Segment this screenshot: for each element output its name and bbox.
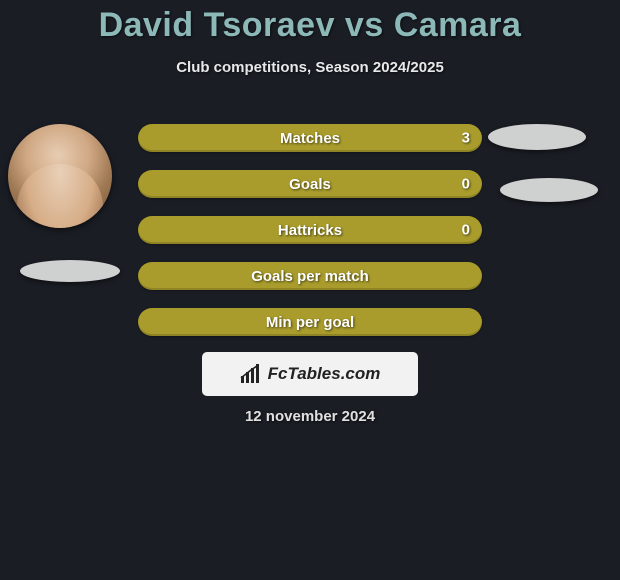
stats-container: Matches 3 Goals 0 Hattricks 0 Goals per … xyxy=(138,124,482,336)
avatar-shadow-right-1 xyxy=(488,124,586,150)
player-avatar-left xyxy=(8,124,112,228)
subtitle: Club competitions, Season 2024/2025 xyxy=(0,59,620,76)
stat-value: 3 xyxy=(462,130,470,147)
brand-badge: FcTables.com xyxy=(202,352,418,396)
stat-row-goals: Goals 0 xyxy=(138,170,482,198)
stat-label: Goals per match xyxy=(251,268,369,285)
stat-row-hattricks: Hattricks 0 xyxy=(138,216,482,244)
stat-row-goals-per-match: Goals per match xyxy=(138,262,482,290)
stat-label: Min per goal xyxy=(266,314,354,331)
stat-row-min-per-goal: Min per goal xyxy=(138,308,482,336)
stat-value: 0 xyxy=(462,222,470,239)
avatar-shadow-left xyxy=(20,260,120,282)
footer-date: 12 november 2024 xyxy=(0,408,620,425)
stat-label: Hattricks xyxy=(278,222,342,239)
page-title: David Tsoraev vs Camara xyxy=(0,0,620,45)
brand-text: FcTables.com xyxy=(268,364,381,384)
stat-row-matches: Matches 3 xyxy=(138,124,482,152)
bar-chart-icon xyxy=(240,364,262,384)
stat-label: Matches xyxy=(280,130,340,147)
stat-label: Goals xyxy=(289,176,331,193)
avatar-shadow-right-2 xyxy=(500,178,598,202)
stat-value: 0 xyxy=(462,176,470,193)
